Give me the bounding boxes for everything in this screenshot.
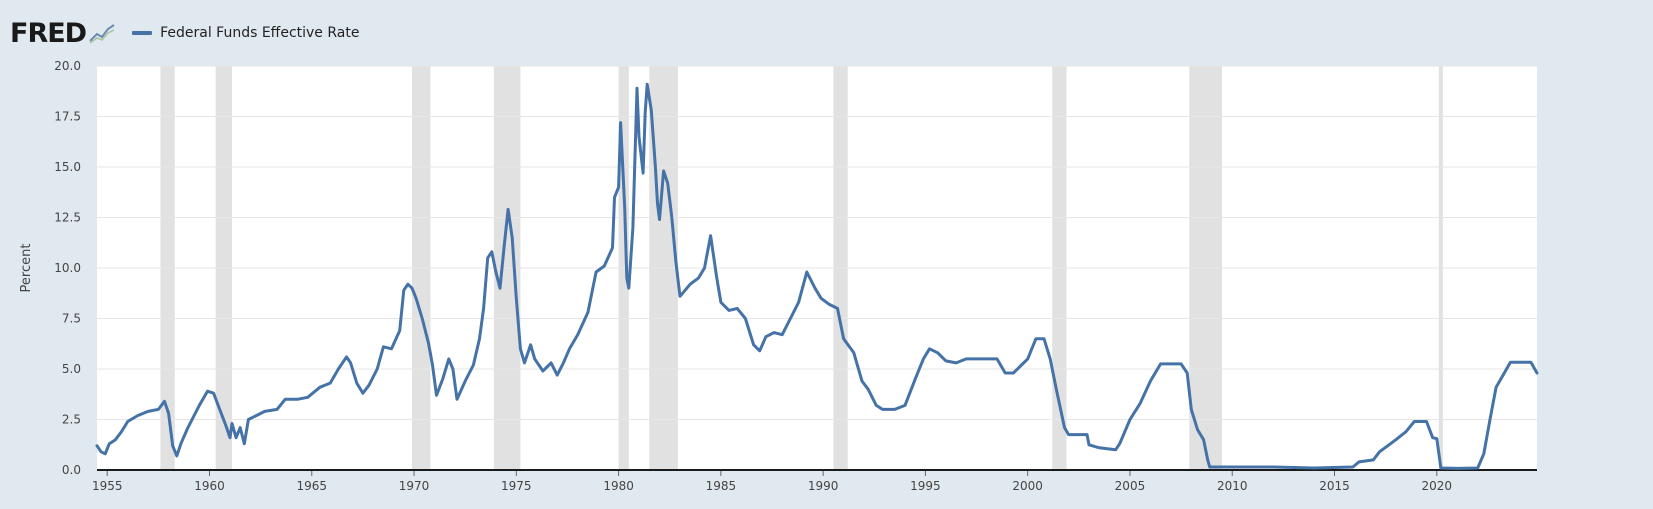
- x-tick-label: 1970: [399, 479, 430, 493]
- x-axis-ticks: 1955 1960 1965 1970 1975 1980 1985 1990 1995 2000…: [92, 470, 1452, 493]
- y-tick-label: 15.0: [54, 160, 81, 174]
- x-tick-label: 2015: [1319, 479, 1350, 493]
- chart-legend[interactable]: Federal Funds Effective Rate: [132, 25, 359, 41]
- x-tick-label: 2005: [1115, 479, 1146, 493]
- y-tick-label: 17.5: [54, 110, 81, 124]
- x-tick-label: 1990: [808, 479, 839, 493]
- x-tick-label: 2020: [1421, 479, 1452, 493]
- legend-series-label: Federal Funds Effective Rate: [160, 25, 360, 41]
- x-tick-label: 1965: [296, 479, 327, 493]
- x-tick-label: 1980: [603, 479, 634, 493]
- y-tick-label: 12.5: [54, 211, 81, 225]
- y-tick-label: 0.0: [62, 463, 81, 477]
- legend-swatch: [132, 31, 153, 35]
- x-tick-label: 1975: [501, 479, 532, 493]
- x-tick-label: 1955: [92, 479, 123, 493]
- chart-header: FRED Federal Funds Effective Rate: [10, 16, 359, 50]
- series-line-0: [95, 82, 1539, 470]
- fred-logo-text: FRED: [10, 17, 87, 49]
- x-tick-label: 2010: [1217, 479, 1248, 493]
- y-tick-label: 5.0: [62, 362, 81, 376]
- x-tick-label: 1995: [910, 479, 941, 493]
- y-axis-ticks: 0.0 2.5 5.0 7.5 10.0 12.5 15.0 17.5 20.0: [54, 59, 81, 477]
- x-tick-label: 1960: [194, 479, 225, 493]
- y-tick-label: 20.0: [54, 59, 81, 73]
- x-tick-label: 1985: [706, 479, 737, 493]
- y-tick-label: 2.5: [62, 413, 81, 427]
- y-tick-label: 7.5: [62, 312, 81, 326]
- y-axis-title: Percent: [19, 244, 34, 293]
- fred-logo[interactable]: FRED: [10, 18, 116, 49]
- x-tick-label: 2000: [1012, 479, 1043, 493]
- y-tick-label: 10.0: [54, 261, 81, 275]
- series-layer: [95, 82, 1539, 470]
- line-chart-icon: [89, 24, 115, 44]
